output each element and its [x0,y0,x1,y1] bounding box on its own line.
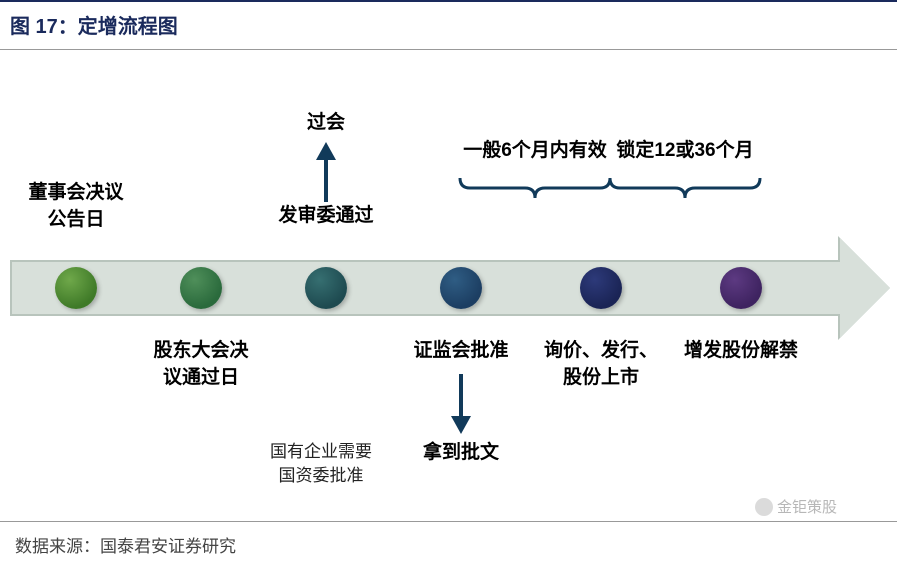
flow-node-label-2: 发审委通过 [256,203,396,230]
wechat-icon [755,498,773,516]
watermark: 金钜策股 [755,496,837,517]
up-arrow-head [316,142,336,160]
side-note: 国有企业需要国资委批准 [270,440,372,488]
up-arrow-line [324,158,328,202]
flow-node-label-5: 增发股份解禁 [671,338,811,365]
figure-title-bar: 图 17：定增流程图 [0,0,897,50]
watermark-text: 金钜策股 [777,496,837,517]
flow-node-3 [440,267,482,309]
brace-label-1: 锁定12或36个月 [605,138,765,165]
flow-node-0 [55,267,97,309]
flow-node-4 [580,267,622,309]
source-footer: 数据来源：国泰君安证券研究 [0,521,897,567]
timeline-arrow [10,260,840,316]
flow-node-label-3: 证监会批准 [391,338,531,365]
flowchart-area: 董事会决议公告日股东大会决议通过日 发审委通过 过会证监会批准拿到批文 询价、发行、股… [0,50,897,490]
flow-node-5 [720,267,762,309]
figure-title: 图 17：定增流程图 [10,10,887,39]
brace-1 [590,168,780,208]
down-arrow-head [451,416,471,434]
down-arrow-line [459,374,463,418]
flow-node-1 [180,267,222,309]
flow-node-label-1: 股东大会决议通过日 [131,338,271,391]
flow-node-label-4: 询价、发行、股份上市 [531,338,671,391]
down-arrow-label: 拿到批文 [411,440,511,467]
flow-node-label-0: 董事会决议公告日 [6,180,146,233]
up-arrow-label: 过会 [286,110,366,137]
flow-node-2 [305,267,347,309]
brace-label-0: 一般6个月内有效 [455,138,615,165]
